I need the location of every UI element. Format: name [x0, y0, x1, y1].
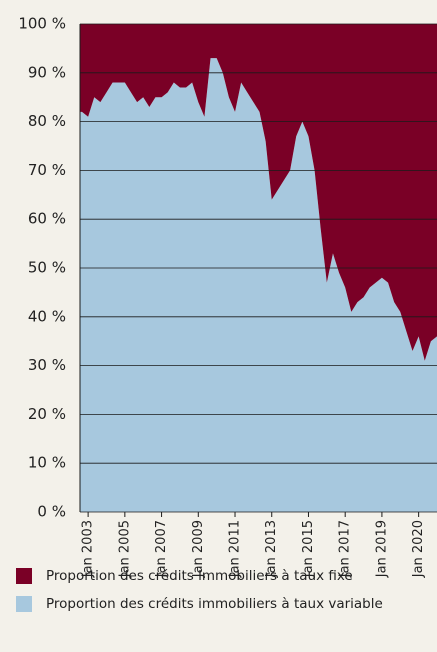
- x-tick-label: Jan 2013: [264, 520, 279, 578]
- y-tick-label: 70 %: [28, 161, 66, 179]
- x-tick-label: Jan 2017: [338, 520, 353, 578]
- x-tick-label: Jan 2015: [301, 520, 316, 578]
- x-tick-label: Jan 2003: [81, 520, 96, 578]
- area: [80, 24, 437, 361]
- legend-swatch: [16, 596, 32, 612]
- legend-label: Proportion des crédits immobiliers à tau…: [46, 568, 353, 584]
- y-tick-label: 50 %: [28, 259, 66, 277]
- y-tick-label: 30 %: [28, 356, 66, 374]
- y-tick-label: 0 %: [37, 503, 66, 521]
- y-tick-label: 10 %: [28, 454, 66, 472]
- x-tick-label: Jan 2009: [191, 520, 206, 578]
- y-tick-label: 90 %: [28, 63, 66, 81]
- x-tick-label: Jan 2007: [154, 520, 169, 578]
- y-tick-label: 40 %: [28, 307, 66, 325]
- legend-label: Proportion des crédits immobiliers à tau…: [46, 596, 383, 612]
- x-tick-label: Jan 2005: [117, 520, 132, 578]
- y-tick-label: 60 %: [28, 210, 66, 228]
- y-tick-label: 20 %: [28, 405, 66, 423]
- x-tick-label: Jan 2020: [411, 520, 426, 578]
- area: [80, 58, 437, 512]
- y-tick-label: 100 %: [18, 15, 66, 33]
- x-tick-label: Jan 2011: [228, 520, 243, 578]
- x-tick-label: Jan 2019: [374, 520, 389, 578]
- legend-swatch: [16, 568, 32, 584]
- y-tick-label: 80 %: [28, 112, 66, 130]
